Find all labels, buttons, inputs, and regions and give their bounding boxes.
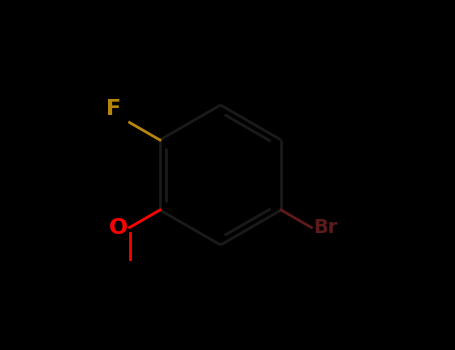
- Text: O: O: [109, 217, 128, 238]
- Text: F: F: [106, 99, 121, 119]
- Text: Br: Br: [313, 218, 338, 237]
